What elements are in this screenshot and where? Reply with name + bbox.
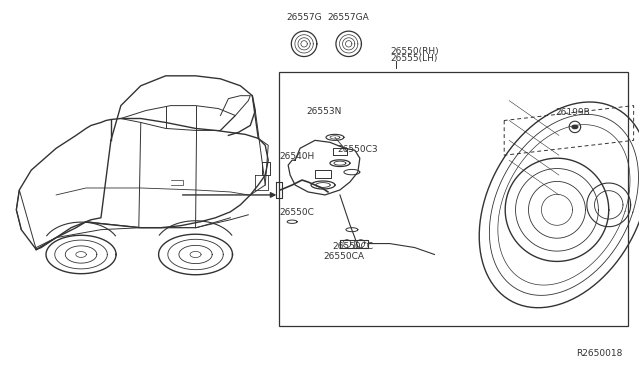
Text: 26555(LH): 26555(LH) [390,54,438,63]
Text: 26553N: 26553N [306,107,341,116]
Text: 26550(RH): 26550(RH) [390,47,438,56]
Circle shape [572,125,578,129]
Text: 26550C3: 26550C3 [338,145,378,154]
Text: 26557GA: 26557GA [328,13,369,22]
Text: 26550CA: 26550CA [323,251,364,261]
Text: 26540H: 26540H [279,152,314,161]
Text: 26199B: 26199B [556,108,591,118]
Text: 26550CC: 26550CC [333,243,374,251]
Text: 26550C: 26550C [279,208,314,217]
Text: 26557G: 26557G [286,13,322,22]
Text: R2650018: R2650018 [576,349,623,358]
Bar [278,71,628,326]
